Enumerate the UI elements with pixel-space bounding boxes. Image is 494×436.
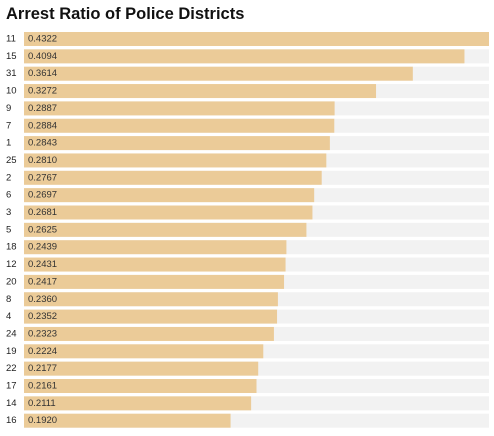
category-labels: 11 15 31 10 9 7 1 25 2 6 3 5 18 12 20 8 4 24 19 22 17 14 16 (6, 34, 17, 427)
bar-district-5 (24, 222, 307, 237)
category-label: 24 (6, 328, 17, 339)
bar-district-14 (24, 396, 252, 411)
bar-district-2 (24, 170, 322, 185)
value-label: 0.2697 (28, 190, 57, 201)
category-label: 17 (6, 381, 17, 392)
category-label: 1 (6, 138, 11, 149)
value-label: 0.2431 (28, 259, 57, 270)
category-label: 15 (6, 51, 17, 62)
bar-district-8 (24, 292, 278, 307)
value-label: 0.3614 (28, 68, 57, 79)
category-label: 22 (6, 363, 17, 374)
value-label: 0.2884 (28, 120, 57, 131)
value-label: 0.2417 (28, 276, 57, 287)
value-label: 0.2352 (28, 311, 57, 322)
value-label: 0.2323 (28, 328, 57, 339)
category-label: 4 (6, 311, 11, 322)
bar-district-31 (24, 66, 413, 81)
value-labels: 0.4322 0.4094 0.3614 0.3272 0.2887 0.2884 0.28… (28, 34, 57, 427)
category-label: 25 (6, 155, 17, 166)
value-label: 0.2224 (28, 346, 57, 357)
bar-district-7 (24, 118, 335, 133)
value-label: 0.2161 (28, 381, 57, 392)
value-label: 0.2843 (28, 138, 57, 149)
bar-district-25 (24, 153, 327, 168)
category-label: 16 (6, 415, 17, 426)
bar-district-9 (24, 101, 335, 116)
bar-district-22 (24, 361, 259, 376)
category-label: 5 (6, 224, 11, 235)
bar-district-19 (24, 344, 264, 359)
bars (24, 32, 489, 428)
bar-district-18 (24, 240, 287, 255)
bar-district-10 (24, 84, 377, 99)
category-label: 2 (6, 172, 11, 183)
value-label: 0.2360 (28, 294, 57, 305)
category-label: 3 (6, 207, 11, 218)
category-label: 18 (6, 242, 17, 253)
value-label: 0.2625 (28, 224, 57, 235)
value-label: 0.2887 (28, 103, 57, 114)
bar-district-24 (24, 326, 274, 341)
category-label: 12 (6, 259, 17, 270)
bar-district-17 (24, 379, 257, 393)
value-label: 0.2810 (28, 155, 57, 166)
category-label: 14 (6, 398, 17, 409)
bar-district-6 (24, 188, 315, 203)
value-label: 0.2111 (28, 398, 56, 409)
bar-district-20 (24, 274, 285, 289)
category-label: 20 (6, 276, 17, 287)
value-label: 0.2681 (28, 207, 57, 218)
bar-district-3 (24, 205, 313, 220)
category-label: 31 (6, 68, 17, 79)
value-label: 0.4094 (28, 51, 57, 62)
value-label: 0.1920 (28, 415, 57, 426)
bar-district-11 (24, 32, 489, 46)
bar-district-15 (24, 49, 465, 64)
bar-district-16 (24, 413, 231, 428)
category-label: 9 (6, 103, 11, 114)
chart-title: Arrest Ratio of Police Districts (6, 5, 245, 23)
bar-district-1 (24, 136, 330, 151)
value-label: 0.2439 (28, 242, 57, 253)
category-label: 7 (6, 120, 11, 131)
category-label: 19 (6, 346, 17, 357)
value-label: 0.2767 (28, 172, 57, 183)
category-label: 6 (6, 190, 11, 201)
category-label: 10 (6, 86, 17, 97)
value-label: 0.4322 (28, 34, 57, 45)
value-label: 0.2177 (28, 363, 57, 374)
bar-district-4 (24, 309, 278, 324)
bar-district-12 (24, 257, 286, 272)
category-label: 8 (6, 294, 11, 305)
category-label: 11 (6, 34, 16, 45)
value-label: 0.3272 (28, 86, 57, 97)
